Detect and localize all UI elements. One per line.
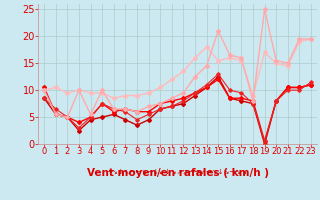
X-axis label: Vent moyen/en rafales ( km/h ): Vent moyen/en rafales ( km/h ) [87,168,268,178]
Text: →↘↓↖←←↘→↓↙↓↘↗↗→→↙→↘↓↘→↘↘: →↘↓↖←←↘→↓↙↓↘↗↗→→↙→↘↓↘→↘↘ [107,169,248,175]
